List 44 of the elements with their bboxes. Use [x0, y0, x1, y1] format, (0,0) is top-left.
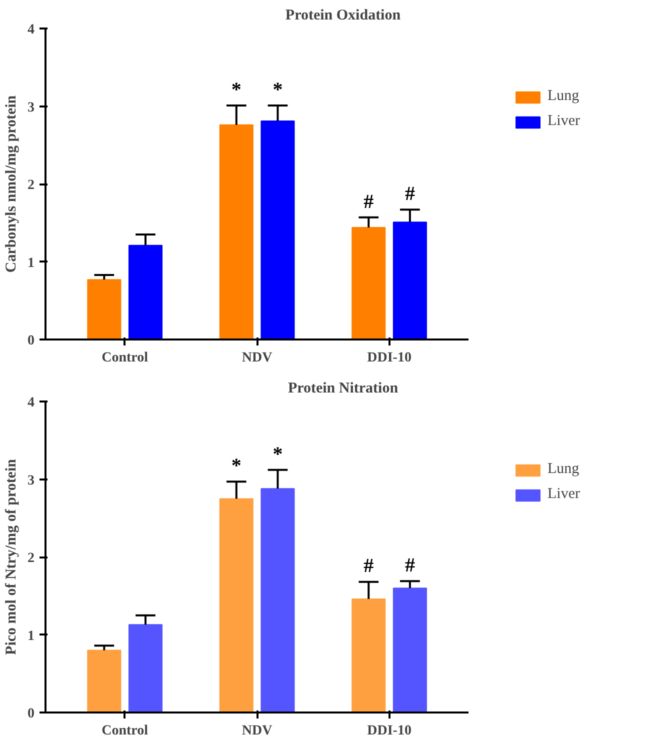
y-tick-label: 4: [28, 396, 34, 410]
y-tick-label: 2: [28, 551, 34, 566]
bar: [128, 244, 163, 340]
y-tick-label: 2: [28, 178, 34, 193]
data-label: *: [231, 454, 242, 477]
data-label: *: [231, 78, 242, 101]
x-tick-label: NDV: [242, 724, 272, 738]
x-tick-label: Control: [102, 350, 148, 366]
bar: [219, 124, 254, 340]
bar: [260, 120, 295, 340]
y-tick-label: 1: [28, 628, 34, 644]
y-tick-label: 0: [28, 706, 34, 722]
data-label: #: [364, 190, 374, 213]
legend-label: Lung: [548, 461, 580, 478]
bar: [392, 222, 427, 340]
y-tick-label: 3: [28, 473, 34, 488]
chart-title: Protein Oxidation: [285, 8, 402, 24]
x-tick-label: DDI-10: [367, 350, 412, 366]
data-label: #: [404, 554, 415, 576]
y-tick-label: 1: [28, 256, 34, 271]
legend-label: Liver: [548, 486, 580, 503]
bar: [87, 650, 122, 712]
y-tick-label: 4: [28, 22, 34, 38]
y-axis-title: Pico mol of Ntry/mg of protein: [4, 458, 20, 655]
y-axis-title: Carbonyls nmol/mg protein: [4, 94, 20, 273]
bar: [219, 498, 254, 712]
x-tick-label: DDI-10: [367, 724, 412, 738]
legend-label: Lung: [548, 88, 580, 105]
bar: [128, 624, 163, 712]
y-tick-label: 3: [28, 100, 34, 116]
bar: [260, 488, 295, 712]
x-tick-label: Control: [102, 724, 148, 738]
y-tick-label: 0: [28, 334, 34, 348]
bar: [352, 598, 386, 712]
legend-label: Liver: [548, 113, 580, 130]
x-tick-label: NDV: [242, 350, 272, 366]
chart-title: Protein Nitration: [288, 380, 399, 396]
bar: [392, 588, 427, 712]
bar: [87, 279, 122, 340]
data-label: *: [272, 443, 283, 466]
data-label: #: [404, 182, 415, 205]
data-label: *: [272, 78, 283, 101]
data-label: #: [364, 555, 374, 578]
bar: [352, 227, 386, 340]
